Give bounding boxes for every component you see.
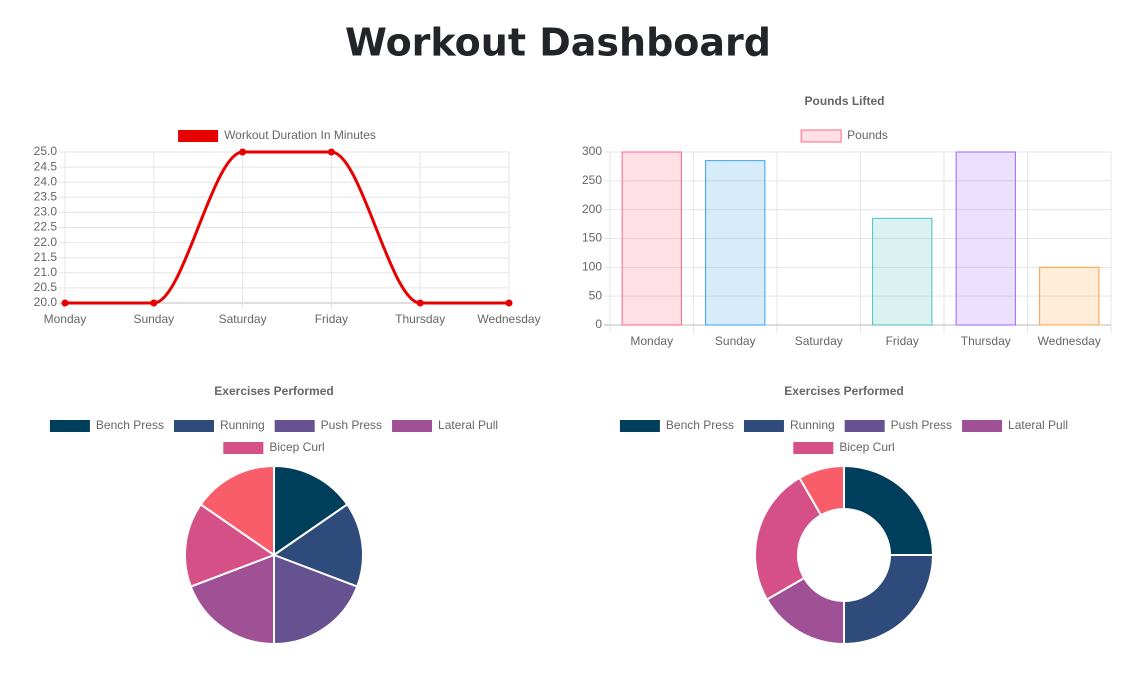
y-tick-label: 24.5: [34, 159, 58, 173]
line-point: [505, 299, 513, 307]
x-tick-label: Saturday: [795, 334, 843, 348]
x-tick-label: Sunday: [133, 312, 174, 326]
y-tick-label: 250: [582, 173, 602, 187]
legend-label: Push Press: [321, 418, 382, 432]
legend-label: Push Press: [891, 418, 952, 432]
y-tick-label: 20.5: [34, 280, 58, 294]
pie-slice: [273, 553, 359, 646]
y-tick-label: 21.0: [34, 265, 58, 279]
legend-label: Running: [220, 418, 265, 432]
legend-swatch: [49, 420, 90, 432]
legend-swatch: [173, 420, 214, 432]
line-point: [327, 148, 335, 156]
line-point: [239, 148, 247, 156]
bar: [705, 160, 766, 326]
legend-label: Bench Press: [666, 418, 734, 432]
pie-slice: [798, 464, 845, 517]
y-tick-label: 22.0: [34, 235, 58, 249]
pie-slice: [843, 554, 935, 646]
legend-swatch: [962, 420, 1003, 432]
y-tick-label: 300: [582, 144, 602, 158]
pie-slice: [271, 503, 364, 588]
legend-label: Bicep Curl: [839, 440, 894, 454]
legend-swatch: [743, 420, 784, 432]
bar: [872, 217, 933, 326]
chart-title: Pounds Lifted: [805, 94, 885, 108]
x-tick-label: Saturday: [219, 312, 267, 326]
x-tick-label: Wednesday: [477, 312, 540, 326]
y-tick-label: 21.5: [34, 250, 58, 264]
x-tick-label: Friday: [315, 312, 348, 326]
legend-label: Lateral Pull: [1008, 418, 1068, 432]
legend-label: Bicep Curl: [269, 440, 324, 454]
legend-label: Running: [790, 418, 835, 432]
pie-slice: [189, 553, 275, 646]
legend-swatch: [800, 129, 842, 143]
legend-label: Bench Press: [96, 418, 164, 432]
x-tick-label: Friday: [886, 334, 919, 348]
legend-swatch: [392, 420, 433, 432]
pie-slice: [754, 476, 823, 601]
legend-label: Workout Duration In Minutes: [224, 128, 376, 142]
y-tick-label: 50: [589, 288, 603, 302]
y-tick-label: 200: [582, 202, 602, 216]
legend-swatch: [274, 420, 315, 432]
x-tick-label: Thursday: [961, 334, 1011, 348]
y-tick-label: 24.0: [34, 174, 58, 188]
pie-slice: [273, 464, 349, 557]
page-title: Workout Dashboard: [345, 21, 771, 65]
bar: [621, 151, 682, 326]
chart-title: Exercises Performed: [784, 384, 903, 398]
y-tick-label: 100: [582, 260, 602, 274]
y-tick-label: 20.0: [34, 295, 58, 309]
legend-swatch: [178, 130, 219, 142]
y-tick-label: 22.5: [34, 220, 58, 234]
legend-swatch: [619, 420, 660, 432]
line-point: [416, 299, 424, 307]
y-tick-label: 23.0: [34, 205, 58, 219]
y-tick-label: 150: [582, 231, 602, 245]
line-point: [61, 299, 69, 307]
y-tick-label: 23.5: [34, 189, 58, 203]
pie-slice: [184, 503, 277, 588]
legend-swatch: [793, 442, 834, 454]
x-tick-label: Wednesday: [1038, 334, 1101, 348]
legend-label: Pounds: [847, 128, 888, 142]
y-tick-label: 0: [595, 317, 602, 331]
legend-swatch: [844, 420, 885, 432]
x-tick-label: Thursday: [395, 312, 445, 326]
line-point: [150, 299, 158, 307]
bar: [1039, 266, 1100, 326]
x-tick-label: Monday: [630, 334, 673, 348]
pie-slice: [843, 464, 935, 556]
chart-title: Exercises Performed: [214, 384, 333, 398]
legend-label: Lateral Pull: [438, 418, 498, 432]
x-tick-label: Monday: [44, 312, 87, 326]
legend-swatch: [223, 442, 264, 454]
bar: [955, 151, 1016, 326]
x-tick-label: Sunday: [715, 334, 756, 348]
pie-slice: [199, 464, 275, 557]
y-tick-label: 25.0: [34, 144, 58, 158]
